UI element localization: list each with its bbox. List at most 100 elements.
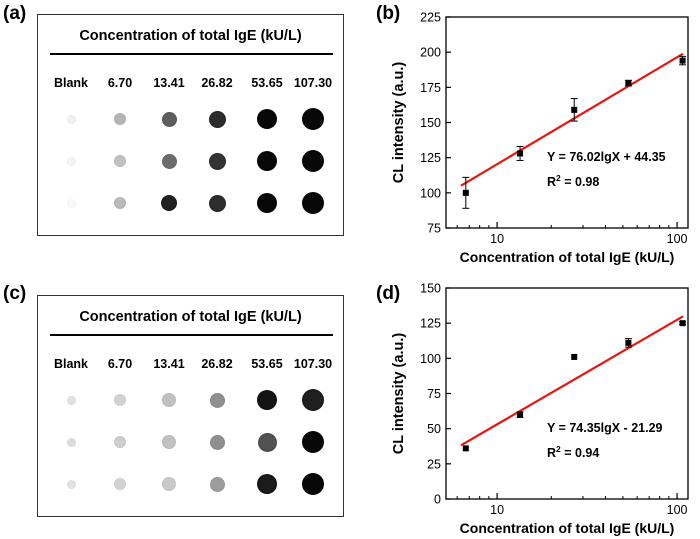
blot-dot	[66, 114, 76, 124]
blot-dot	[302, 389, 324, 411]
y-axis-label: CL intensity (a.u.)	[391, 62, 407, 184]
blot-dot	[66, 437, 76, 447]
y-tick-label: 175	[420, 81, 441, 95]
blot-dot	[114, 478, 126, 490]
blot-dot	[208, 152, 226, 170]
y-tick-label: 0	[434, 493, 441, 507]
blot-dot	[66, 479, 76, 489]
data-point	[625, 339, 632, 346]
blot-dot	[257, 109, 277, 129]
blot-dot	[302, 108, 324, 130]
data-point	[462, 189, 469, 196]
dot-blot-title: Concentration of total IgE (kU/L)	[79, 309, 302, 325]
r-squared-label: R2 = 0.94	[547, 444, 599, 460]
column-label: Blank	[53, 76, 89, 90]
column-label: 53.65	[251, 76, 283, 90]
column-label: 107.30	[293, 357, 333, 371]
data-point	[571, 106, 578, 113]
r-squared-superscript: 2	[556, 173, 561, 183]
blot-dot	[161, 153, 177, 169]
data-point	[517, 150, 524, 157]
column-label: 13.41	[153, 76, 185, 90]
blot-dot	[208, 194, 226, 212]
blot-dot	[66, 156, 76, 166]
fit-line	[460, 315, 684, 447]
blot-dot	[257, 390, 277, 410]
blot-dot	[209, 392, 225, 408]
column-label: Blank	[53, 357, 89, 371]
blot-dot	[257, 193, 277, 213]
data-point	[571, 353, 578, 360]
blot-dot	[114, 436, 126, 448]
column-label: 26.82	[201, 357, 233, 371]
blot-dot	[208, 110, 226, 128]
y-tick-label: 75	[427, 387, 441, 401]
blot-dot	[114, 155, 126, 167]
dot-blot-title: Concentration of total IgE (kU/L)	[79, 28, 302, 44]
data-point	[679, 320, 686, 327]
blot-dot	[257, 432, 277, 452]
equation-label: Y = 76.02lgX + 44.35	[547, 150, 666, 164]
blot-dot	[302, 192, 324, 214]
column-label: 26.82	[201, 76, 233, 90]
panel-label-a: (a)	[3, 3, 27, 24]
data-point	[517, 411, 524, 418]
column-label: 6.70	[107, 76, 133, 90]
fit-line	[460, 52, 684, 187]
r-squared-symbol: R	[547, 446, 556, 460]
column-label: 53.65	[251, 357, 283, 371]
blot-dot	[302, 150, 324, 172]
chart-d: 0 25 50 75 100 125 150 10 100 Y = 74.35lgX - 21.2…	[391, 282, 689, 536]
y-tick-label: 25	[427, 457, 441, 471]
blot-dot	[209, 476, 225, 492]
r-squared-symbol: R	[547, 175, 556, 189]
panel-label-c: (c)	[3, 283, 27, 304]
r-squared-superscript: 2	[556, 444, 561, 454]
blot-dot	[66, 395, 76, 405]
y-tick-label: 75	[427, 222, 441, 236]
data-point	[679, 57, 686, 64]
blot-dot	[66, 198, 76, 208]
blot-dot	[114, 197, 126, 209]
y-tick-label: 125	[420, 317, 441, 331]
dot-blot-panel-c: Concentration of total IgE (kU/L) Blank 6…	[37, 295, 344, 517]
blot-dot	[162, 435, 176, 449]
r-squared-label: R2 = 0.98	[547, 173, 599, 189]
data-point	[462, 445, 469, 452]
blot-dot	[257, 151, 277, 171]
r-squared-value: = 0.94	[561, 446, 600, 460]
title-rule	[50, 334, 333, 336]
blot-dot	[209, 434, 225, 450]
blot-dot	[114, 113, 126, 125]
blot-dot	[302, 431, 324, 453]
blot-dot	[302, 473, 324, 495]
x-tick-label: 100	[667, 503, 688, 517]
data-point	[625, 80, 632, 87]
plot-frame	[445, 287, 689, 500]
equation-label: Y = 74.35lgX - 21.29	[547, 421, 663, 435]
column-label: 107.30	[293, 76, 333, 90]
blot-dot	[114, 394, 126, 406]
y-tick-label: 150	[420, 116, 441, 130]
x-axis-label: Concentration of total IgE (kU/L)	[460, 520, 675, 536]
column-label: 13.41	[153, 357, 185, 371]
y-tick-label: 150	[420, 282, 441, 296]
dot-blot-panel-a: Concentration of total IgE (kU/L) Blank 6…	[37, 14, 344, 236]
y-tick-label: 100	[420, 352, 441, 366]
y-tick-label: 125	[420, 151, 441, 165]
y-tick-label: 200	[420, 46, 441, 60]
blot-dot	[162, 477, 176, 491]
panel-label-d: (d)	[376, 283, 401, 304]
r-squared-value: = 0.98	[561, 175, 600, 189]
y-tick-label: 225	[420, 11, 441, 25]
y-tick-label: 100	[420, 186, 441, 200]
x-tick-label: 10	[490, 503, 504, 517]
blot-dot	[257, 474, 277, 494]
x-tick-label: 10	[490, 232, 504, 246]
blot-dot	[162, 393, 176, 407]
y-tick-label: 50	[427, 422, 441, 436]
x-axis-label: Concentration of total IgE (kU/L)	[460, 249, 675, 265]
title-rule	[50, 53, 333, 55]
column-label: 6.70	[107, 357, 133, 371]
